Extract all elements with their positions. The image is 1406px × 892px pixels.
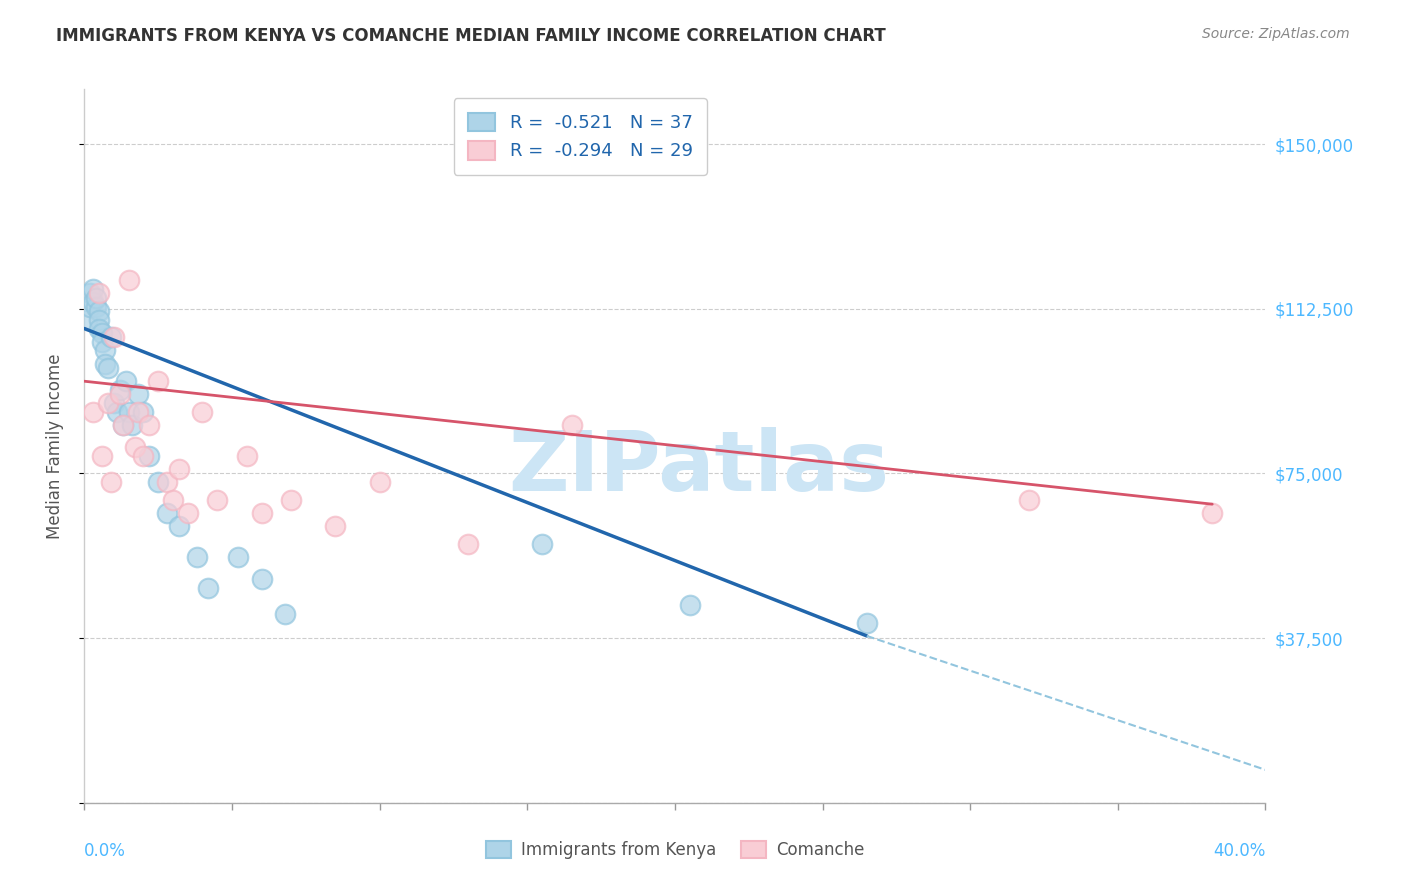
Point xyxy=(87,304,111,318)
Point xyxy=(76,312,98,326)
Text: ZIPatlas: ZIPatlas xyxy=(508,427,889,508)
Point xyxy=(108,383,131,397)
Point xyxy=(167,519,190,533)
Point xyxy=(84,300,107,314)
Point xyxy=(531,537,554,551)
Text: Source: ZipAtlas.com: Source: ZipAtlas.com xyxy=(1202,27,1350,41)
Point xyxy=(325,519,347,533)
Point xyxy=(121,418,143,433)
Point xyxy=(87,321,111,335)
Point xyxy=(103,330,125,344)
Point xyxy=(236,449,259,463)
Point xyxy=(103,396,125,410)
Point xyxy=(97,396,120,410)
Point xyxy=(148,374,170,388)
Point xyxy=(87,286,111,301)
Text: 0.0%: 0.0% xyxy=(84,842,127,860)
Point xyxy=(108,387,131,401)
Point xyxy=(148,475,170,490)
Point xyxy=(124,440,146,454)
Point xyxy=(82,405,104,419)
Point xyxy=(368,475,391,490)
Point xyxy=(226,549,249,564)
Text: 40.0%: 40.0% xyxy=(1213,842,1265,860)
Point xyxy=(156,475,179,490)
Point xyxy=(138,418,160,433)
Point xyxy=(127,405,149,419)
Point xyxy=(856,615,879,630)
Point xyxy=(79,286,101,301)
Point xyxy=(167,462,190,476)
Point xyxy=(191,405,214,419)
Legend: Immigrants from Kenya, Comanche: Immigrants from Kenya, Comanche xyxy=(479,834,870,866)
Point xyxy=(111,418,134,433)
Point xyxy=(197,581,219,595)
Text: IMMIGRANTS FROM KENYA VS COMANCHE MEDIAN FAMILY INCOME CORRELATION CHART: IMMIGRANTS FROM KENYA VS COMANCHE MEDIAN… xyxy=(56,27,886,45)
Y-axis label: Median Family Income: Median Family Income xyxy=(45,353,63,539)
Point xyxy=(100,330,122,344)
Point xyxy=(111,418,134,433)
Point xyxy=(118,405,141,419)
Point xyxy=(162,492,184,507)
Point xyxy=(1018,492,1040,507)
Point xyxy=(91,326,114,340)
Point xyxy=(207,492,229,507)
Point xyxy=(132,405,155,419)
Point xyxy=(274,607,297,621)
Point xyxy=(91,334,114,349)
Point xyxy=(250,572,273,586)
Point xyxy=(457,537,479,551)
Point xyxy=(250,506,273,520)
Point xyxy=(280,492,302,507)
Point xyxy=(156,506,179,520)
Point xyxy=(127,387,149,401)
Point xyxy=(1201,506,1223,520)
Point xyxy=(100,475,122,490)
Point xyxy=(105,405,128,419)
Point xyxy=(97,361,120,376)
Point xyxy=(132,449,155,463)
Point xyxy=(118,273,141,287)
Point xyxy=(84,291,107,305)
Point xyxy=(87,312,111,326)
Point xyxy=(114,374,136,388)
Point xyxy=(79,300,101,314)
Point xyxy=(186,549,208,564)
Point xyxy=(177,506,200,520)
Point xyxy=(679,598,702,612)
Point xyxy=(94,343,117,358)
Point xyxy=(561,418,583,433)
Point xyxy=(138,449,160,463)
Point xyxy=(82,295,104,310)
Point xyxy=(82,282,104,296)
Point xyxy=(94,357,117,371)
Point xyxy=(91,449,114,463)
